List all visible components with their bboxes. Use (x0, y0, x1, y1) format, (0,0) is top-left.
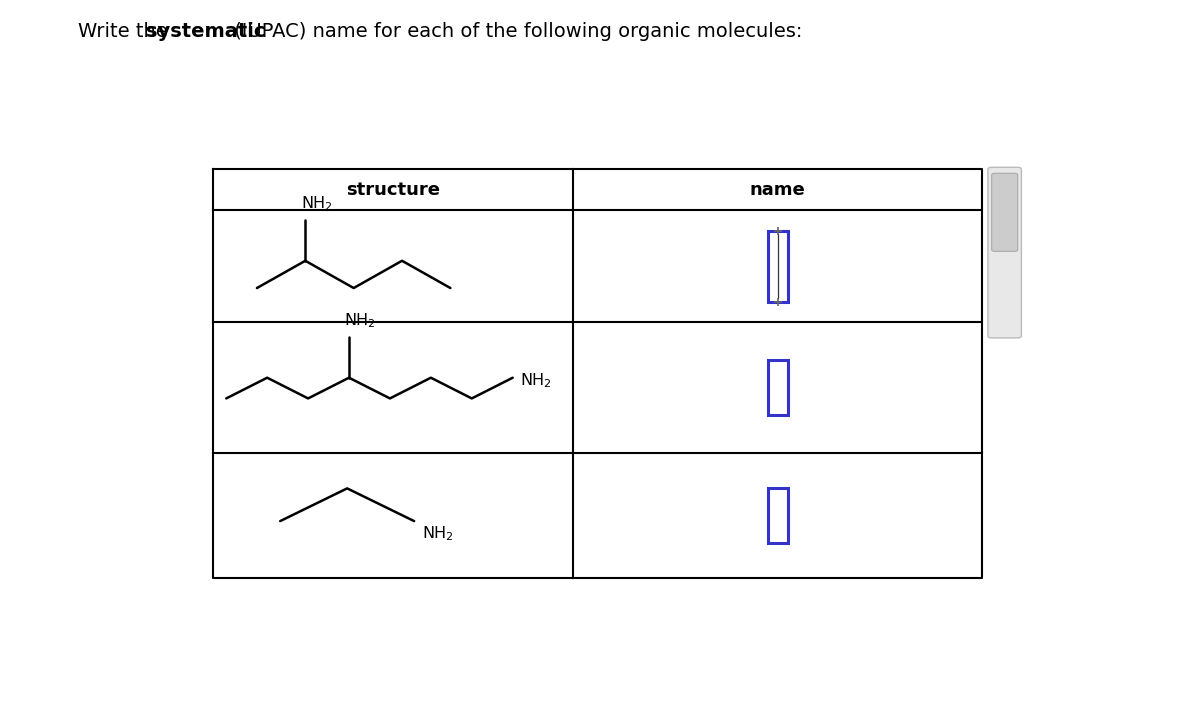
Bar (768, 231, 788, 302)
FancyBboxPatch shape (988, 167, 1021, 338)
Text: Write the: Write the (78, 23, 174, 41)
Text: NH$_2$: NH$_2$ (344, 312, 376, 330)
Bar (768, 489, 788, 543)
Text: NH$_2$: NH$_2$ (421, 524, 454, 542)
Text: structure: structure (346, 181, 440, 199)
Text: (IUPAC) name for each of the following organic molecules:: (IUPAC) name for each of the following o… (228, 23, 803, 41)
Text: systematic: systematic (146, 23, 266, 41)
Text: NH$_2$: NH$_2$ (520, 371, 552, 390)
FancyBboxPatch shape (991, 173, 1018, 251)
Bar (768, 360, 788, 415)
Text: NH$_2$: NH$_2$ (301, 195, 332, 213)
Text: name: name (750, 181, 805, 199)
